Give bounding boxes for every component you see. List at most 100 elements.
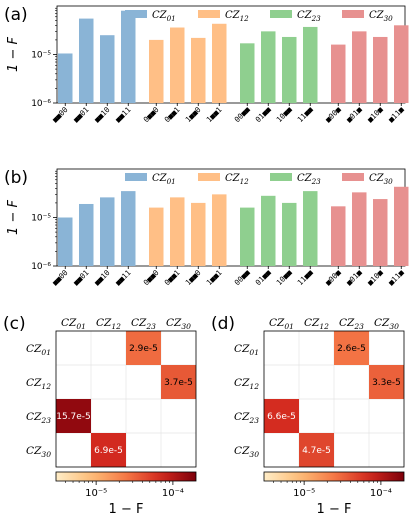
x-tick-label: 1■■0 (184, 268, 203, 287)
colorbar (55, 471, 197, 482)
x-tick-label: ■11■ (387, 268, 406, 287)
bar-cz01-0 (58, 53, 73, 103)
legend-swatch (270, 10, 292, 18)
bar-panel-a: 10⁻⁵ 10⁻⁶ 1 − F (a) ■■00 ■■01 ■■10 ■■11 0■■0 0■■1… (4, 5, 409, 124)
x-tick-label: 0■■0 (142, 268, 161, 287)
x-tick-label: 01■■ (254, 268, 273, 287)
x-tick-label: ■■01 (72, 268, 91, 287)
bar-cz12-3 (212, 194, 227, 266)
colorbar-tick-label: 10⁻⁴ (162, 488, 184, 499)
bar-cz12-2 (191, 37, 206, 103)
x-tick-label: ■00■ (324, 268, 343, 287)
column-label: CZ30 (374, 317, 399, 331)
bar-cz30-3 (394, 25, 409, 103)
colorbar-tick-label: 10⁻⁵ (85, 488, 107, 499)
legend-swatch (198, 173, 220, 181)
column-label: CZ12 (304, 317, 329, 331)
colorbar-tick-label: 10⁻⁴ (370, 488, 392, 499)
column-label: CZ23 (339, 317, 364, 331)
column-label: CZ30 (166, 317, 191, 331)
panel-label: (b) (4, 168, 28, 188)
x-tick-label: 1■■1 (205, 105, 224, 124)
x-tick-label: ■■01 (72, 105, 91, 124)
x-tick-label: ■00■ (324, 105, 343, 124)
legend-label: CZ12 (225, 173, 249, 186)
bar-cz30-1 (352, 31, 367, 103)
panel-label: (c) (3, 314, 26, 334)
y-tick-label: 10⁻⁶ (31, 99, 51, 109)
bar-cz01-3 (121, 10, 136, 104)
heatmap-cell (334, 331, 369, 365)
bar-cz01-0 (58, 217, 73, 266)
x-tick-label: 1■■1 (205, 268, 224, 287)
legend-label: CZ01 (152, 173, 176, 186)
row-label: CZ23 (26, 411, 51, 425)
bar-cz12-1 (170, 197, 185, 266)
bar-cz23-2 (282, 36, 297, 103)
cell-value-label: 2.6e-5 (337, 344, 366, 354)
heatmap-frame (263, 330, 405, 468)
column-label: CZ12 (96, 317, 121, 331)
bar-cz23-1 (261, 31, 276, 103)
bar-cz01-3 (121, 191, 136, 266)
bar-cz30-1 (352, 192, 367, 266)
x-tick-label: ■■11 (114, 268, 133, 287)
legend-swatch (125, 10, 147, 18)
x-tick-label: ■01■ (345, 268, 364, 287)
bar-cz12-1 (170, 27, 185, 103)
x-tick-label: ■■11 (114, 105, 133, 124)
legend-swatch (125, 173, 147, 181)
bar-cz01-1 (79, 18, 94, 104)
row-label: CZ30 (26, 445, 51, 459)
bar-cz30-0 (331, 206, 346, 266)
x-tick-label: 0■■1 (163, 105, 182, 124)
bar-cz30-0 (331, 44, 346, 103)
column-label: CZ01 (269, 317, 294, 331)
x-tick-label: ■■00 (51, 268, 70, 287)
x-tick-label: 1■■0 (184, 105, 203, 124)
heatmap-cell (91, 433, 126, 467)
x-tick-label: 00■■ (233, 105, 252, 124)
x-tick-label: ■■00 (51, 105, 70, 124)
y-tick-label: 10⁻⁶ (31, 262, 51, 272)
heatmap-cell (56, 399, 91, 433)
bar-panel-b: 10⁻⁵ 10⁻⁶ 1 − F (b) ■■00 ■■01 ■■10 ■■11 0■■0 0■■1… (4, 168, 409, 287)
cell-value-label: 2.9e-5 (129, 344, 158, 354)
bar-cz23-2 (282, 202, 297, 266)
legend-swatch (342, 10, 364, 18)
x-tick-label: ■10■ (366, 268, 385, 287)
x-tick-label: ■■10 (93, 268, 112, 287)
cell-value-label: 6.9e-5 (94, 446, 123, 456)
bar-cz23-3 (303, 191, 318, 266)
legend-swatch (270, 173, 292, 181)
panel-label: (a) (4, 5, 28, 25)
y-tick-label: 10⁻⁵ (31, 214, 51, 224)
y-axis-label: 1 − F (6, 37, 21, 72)
y-tick-label: 10⁻⁵ (31, 51, 51, 61)
heatmap-frame (55, 330, 197, 468)
colorbar-label: 1 − F (317, 502, 352, 517)
legend-label: CZ23 (297, 173, 321, 186)
x-tick-label: 01■■ (254, 105, 273, 124)
legend-label: CZ30 (369, 10, 393, 23)
row-label: CZ23 (234, 411, 259, 425)
x-tick-label: ■■10 (93, 105, 112, 124)
legend-swatch (198, 10, 220, 18)
cell-value-label: 3.7e-5 (164, 378, 193, 388)
bar-cz23-0 (240, 207, 255, 266)
bar-cz23-0 (240, 43, 255, 103)
cell-value-label: 4.7e-5 (302, 446, 331, 456)
panel-label: (d) (211, 314, 235, 334)
x-tick-label: 0■■1 (163, 268, 182, 287)
legend-swatch (342, 173, 364, 181)
legend-label: CZ23 (297, 10, 321, 23)
x-tick-label: ■01■ (345, 105, 364, 124)
x-tick-label: 10■■ (275, 105, 294, 124)
legend-label: CZ01 (152, 10, 176, 23)
bar-cz12-0 (149, 207, 164, 266)
bar-cz30-2 (373, 36, 388, 103)
heatmap-cell (264, 399, 299, 433)
column-label: CZ01 (61, 317, 86, 331)
row-label: CZ30 (234, 445, 259, 459)
